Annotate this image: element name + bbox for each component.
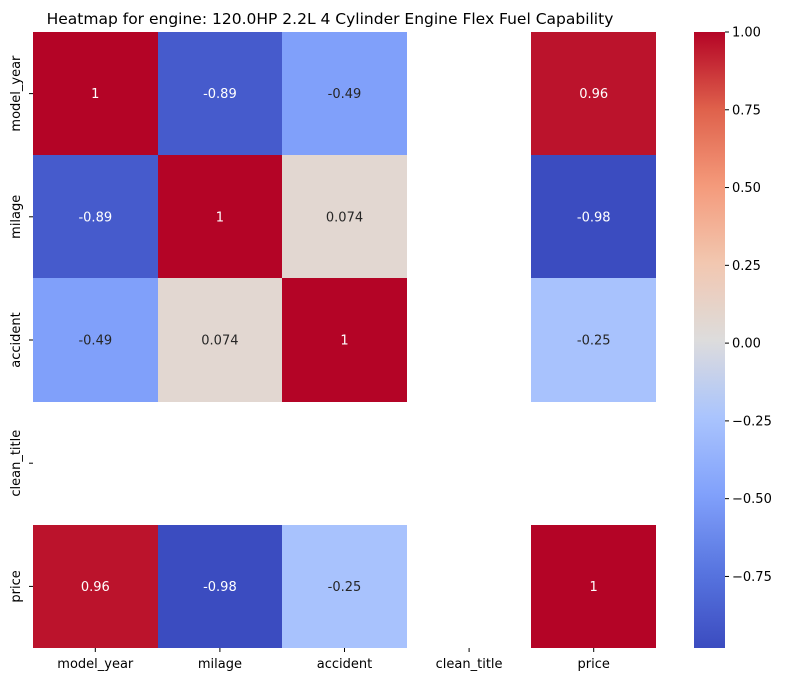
heatmap-cells: [33, 32, 656, 648]
colorbar-tick-label: 0.25: [732, 259, 761, 274]
y-tick-label-milage: milage: [9, 195, 24, 239]
heatmap-cell-price-price: [531, 525, 656, 648]
cell-annotation: -0.89: [203, 87, 237, 102]
cell-annotation: 1: [216, 210, 224, 225]
heatmap-cell-price-milage: [158, 525, 282, 648]
x-tick-label-milage: milage: [198, 657, 242, 672]
heatmap-cell-milage-model_year: [33, 155, 158, 278]
colorbar-tick-label: −0.50: [732, 492, 772, 507]
heatmap-cell-model_year-milage: [158, 32, 282, 155]
heatmap-cell-price-accident: [282, 525, 407, 648]
cell-annotation: -0.89: [78, 210, 112, 225]
colorbar-tick-label: −0.25: [732, 414, 772, 429]
y-tick-label-price: price: [9, 570, 24, 602]
cell-annotation: 1: [590, 580, 598, 595]
cell-annotation: -0.49: [328, 87, 362, 102]
heatmap-cell-model_year-accident: [282, 32, 407, 155]
cell-annotation: -0.25: [328, 580, 362, 595]
cell-annotation: 0.074: [201, 334, 238, 349]
cell-annotation: -0.98: [577, 210, 611, 225]
heatmap-cell-milage-price: [531, 155, 656, 278]
colorbar-gradient: [694, 32, 725, 648]
colorbar-tick-label: 0.00: [732, 337, 761, 352]
heatmap-cell-accident-milage: [158, 278, 282, 402]
heatmap-cell-accident-price: [531, 278, 656, 402]
cell-annotations: 1 -0.89 -0.49 0.96 -0.89 1 0.074 -0.98 -0.49 0.07…: [78, 87, 610, 595]
colorbar-tick-label: 1.00: [732, 26, 761, 41]
x-tick-label-clean_title: clean_title: [436, 657, 503, 672]
heatmap-cell-milage-milage: [158, 155, 282, 278]
cell-annotation: 1: [91, 87, 99, 102]
cell-annotation: 0.074: [326, 210, 363, 225]
colorbar-tick-label: 0.75: [732, 103, 761, 118]
chart-title: Heatmap for engine: 120.0HP 2.2L 4 Cylin…: [47, 10, 614, 28]
colorbar: 1.00 0.75 0.50 0.25 0.00 −0.25 −0.50 −0.75: [694, 26, 772, 648]
heatmap-cell-model_year-model_year: [33, 32, 158, 155]
colorbar-tick-label: 0.50: [732, 181, 761, 196]
y-tick-label-model_year: model_year: [9, 55, 24, 132]
cell-annotation: 1: [340, 334, 348, 349]
heatmap-cell-accident-accident: [282, 278, 407, 402]
heatmap-cell-accident-model_year: [33, 278, 158, 402]
heatmap-cell-milage-accident: [282, 155, 407, 278]
heatmap-cell-model_year-price: [531, 32, 656, 155]
y-tick-label-clean_title: clean_title: [9, 430, 24, 497]
cell-annotation: -0.25: [577, 334, 611, 349]
heatmap-cell-price-model_year: [33, 525, 158, 648]
x-tick-label-accident: accident: [317, 657, 372, 672]
y-tick-label-accident: accident: [9, 312, 24, 367]
cell-annotation: 0.96: [81, 580, 110, 595]
cell-annotation: 0.96: [579, 87, 608, 102]
colorbar-tick-label: −0.75: [732, 570, 772, 585]
cell-annotation: -0.98: [203, 580, 237, 595]
cell-annotation: -0.49: [78, 334, 112, 349]
x-tick-label-price: price: [578, 657, 610, 672]
x-axis: model_year milage accident clean_title price: [57, 648, 610, 672]
x-tick-label-model_year: model_year: [57, 657, 134, 672]
